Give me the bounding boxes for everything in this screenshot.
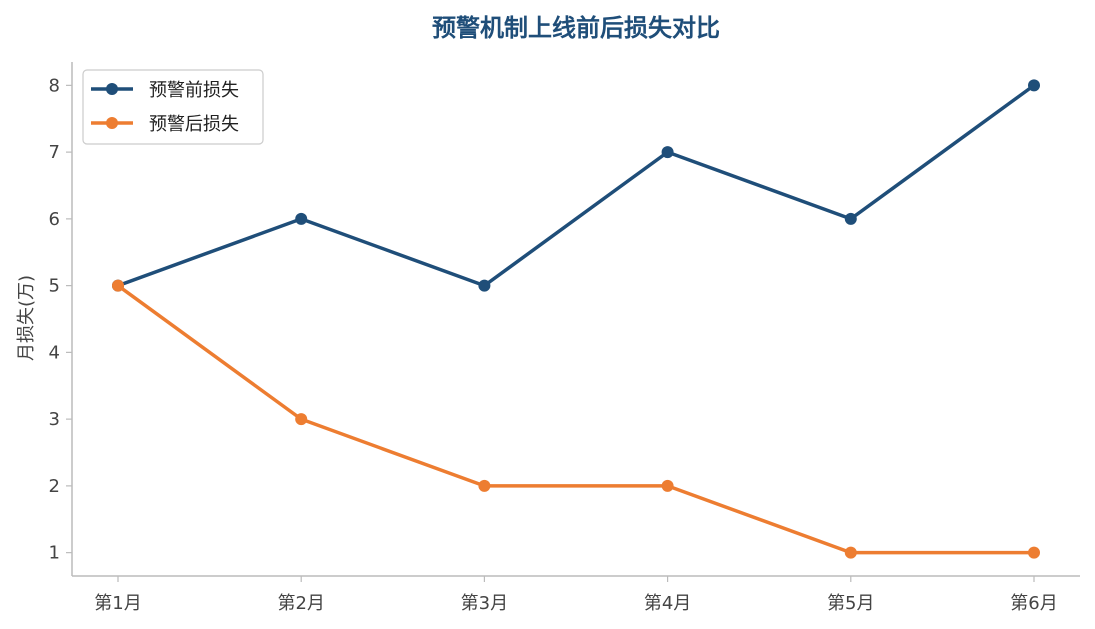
x-tick-label: 第2月 (277, 593, 324, 614)
y-tick-label: 1 (49, 543, 60, 564)
y-tick-label: 4 (49, 342, 60, 363)
data-point (112, 279, 124, 292)
y-tick-label: 8 (49, 75, 60, 96)
axes (71, 62, 1080, 577)
series-line (117, 83, 1036, 288)
x-tick-label: 第3月 (461, 593, 508, 614)
data-point (1028, 546, 1040, 559)
data-point (478, 479, 491, 492)
x-tick-label: 第4月 (644, 593, 691, 614)
y-axis-ticks: 1 2 3 4 5 6 7 8 (49, 75, 72, 564)
series-2 (112, 279, 1040, 559)
data-point (661, 479, 674, 492)
legend-swatch-marker (106, 83, 118, 95)
y-tick-label: 7 (49, 142, 60, 163)
legend-swatch-marker (106, 117, 118, 129)
data-point (844, 212, 857, 225)
legend-label: 预警后损失 (149, 114, 239, 135)
x-tick-label: 第5月 (827, 593, 874, 614)
x-tick-label: 第1月 (94, 593, 141, 614)
data-point (295, 212, 308, 225)
data-point (478, 279, 491, 292)
y-tick-label: 6 (49, 209, 60, 230)
y-axis-label: 月损失(万) (16, 275, 37, 361)
x-axis-ticks: 第1月 第2月 第3月 第4月 第5月 第6月 (94, 576, 1058, 614)
x-tick-label: 第6月 (1010, 593, 1057, 614)
data-point (844, 546, 857, 559)
legend-label: 预警前损失 (149, 80, 239, 101)
data-point (295, 413, 308, 426)
y-tick-label: 5 (49, 276, 60, 297)
chart-title: 预警机制上线前后损失对比 (432, 14, 720, 42)
series-line (116, 284, 1034, 555)
data-point (661, 146, 674, 159)
y-tick-label: 2 (49, 476, 60, 497)
series-layer (112, 79, 1040, 559)
data-point (1028, 79, 1040, 92)
y-tick-label: 3 (49, 409, 60, 430)
